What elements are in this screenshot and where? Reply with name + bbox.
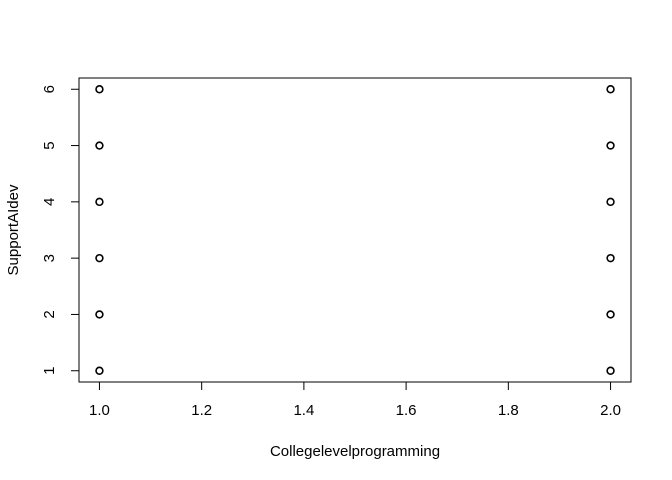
x-axis-label: Collegelevelprogramming [270, 443, 440, 460]
x-axis: 1.0 1.2 1.4 1.6 1.8 2.0 [89, 381, 621, 419]
data-point [606, 85, 615, 94]
data-point [606, 253, 615, 263]
y-tick-label: 4 [41, 198, 58, 206]
y-tick-label: 6 [41, 85, 58, 93]
data-point [95, 366, 104, 375]
x-tick-label: 2.0 [600, 402, 621, 419]
x-tick-label: 1.0 [89, 402, 110, 419]
y-tick-label: 2 [41, 310, 58, 318]
data-point [606, 197, 615, 207]
x-tick-label: 1.6 [396, 402, 417, 419]
y-tick-label: 3 [41, 254, 58, 262]
y-axis: 1 2 3 4 5 6 [41, 85, 80, 375]
data-point [95, 310, 104, 319]
data-points [95, 85, 615, 375]
data-point [606, 141, 615, 150]
data-point [95, 253, 104, 263]
data-point [95, 141, 104, 150]
data-point [606, 310, 615, 319]
data-point [95, 197, 104, 207]
data-point [606, 366, 615, 375]
data-point [95, 85, 104, 94]
y-tick-label: 1 [41, 367, 58, 375]
y-axis-label: SupportAIdev [5, 184, 22, 275]
y-tick-label: 5 [41, 141, 58, 149]
x-tick-label: 1.4 [293, 402, 314, 419]
plot-frame [78, 77, 632, 383]
x-tick-label: 1.8 [498, 402, 519, 419]
x-tick-label: 1.2 [191, 402, 212, 419]
